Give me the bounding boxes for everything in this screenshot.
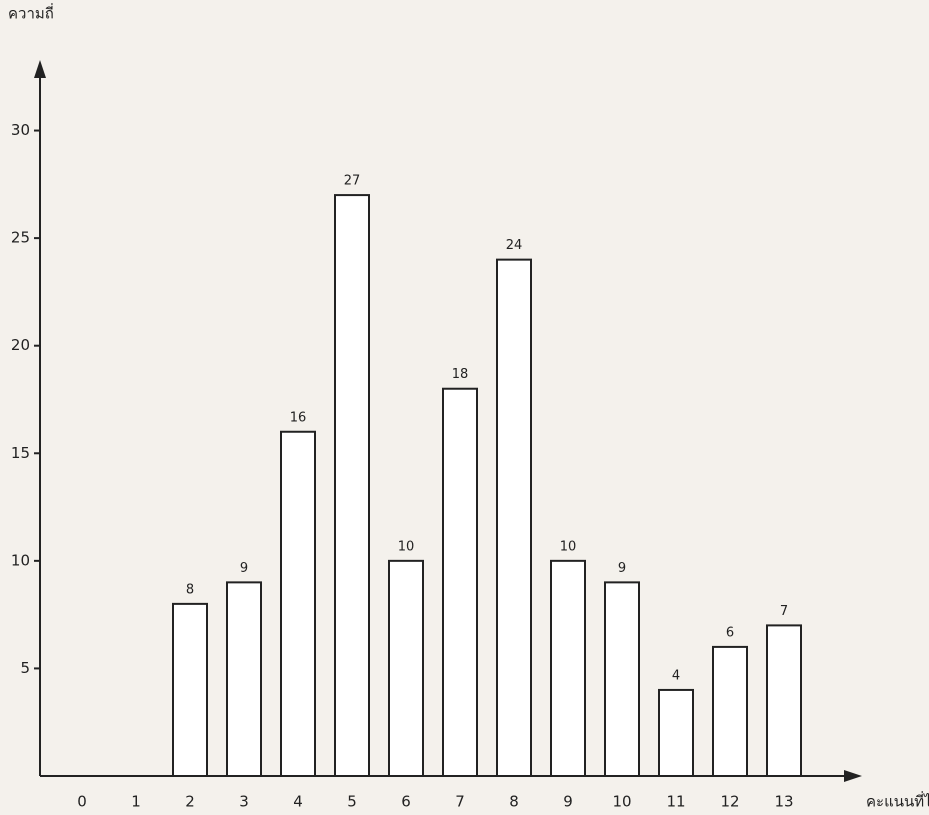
bar [280,430,316,777]
bar [388,559,424,778]
x-tick-label: 9 [563,793,573,811]
data-label: 9 [618,561,626,576]
data-label: 10 [560,539,577,554]
x-tick-label: 1 [131,793,141,811]
x-tick-label: 4 [293,793,303,811]
bar [712,645,748,778]
bar [334,194,370,778]
bar [496,258,532,777]
data-label: 8 [186,582,194,597]
data-label: 7 [780,604,788,619]
data-label: 16 [290,410,307,425]
data-label: 6 [726,625,734,640]
data-label: 24 [506,238,523,253]
x-tick-label: 10 [612,793,631,811]
x-tick-label: 3 [239,793,249,811]
x-axis-label: คะแนนที่ได้ [866,791,929,811]
y-axis-label: ความถี่ [8,3,54,23]
bar [658,688,694,777]
x-tick-label: 13 [774,793,793,811]
x-axis-arrow [844,770,862,782]
data-label: 4 [672,668,680,683]
y-tick-label: 25 [11,229,30,247]
x-tick-label: 12 [720,793,739,811]
y-tick-label: 30 [11,121,30,139]
bar [550,559,586,778]
x-tick-label: 2 [185,793,195,811]
data-label: 27 [344,174,361,189]
data-label: 10 [398,539,415,554]
x-tick-label: 7 [455,793,465,811]
x-tick-label: 11 [666,793,685,811]
x-tick-label: 8 [509,793,519,811]
bar [604,581,640,778]
bar [172,602,208,777]
y-tick-label: 15 [11,444,30,462]
x-tick-label: 0 [77,793,87,811]
y-axis-arrow [34,60,46,78]
bar [766,624,802,777]
y-tick-label: 5 [20,659,30,677]
y-tick-label: 10 [11,551,30,569]
x-tick-label: 6 [401,793,411,811]
data-label: 18 [452,367,469,382]
y-tick-label: 20 [11,336,30,354]
data-label: 9 [240,561,248,576]
x-tick-label: 5 [347,793,357,811]
bar [226,581,262,778]
bar [442,387,478,777]
